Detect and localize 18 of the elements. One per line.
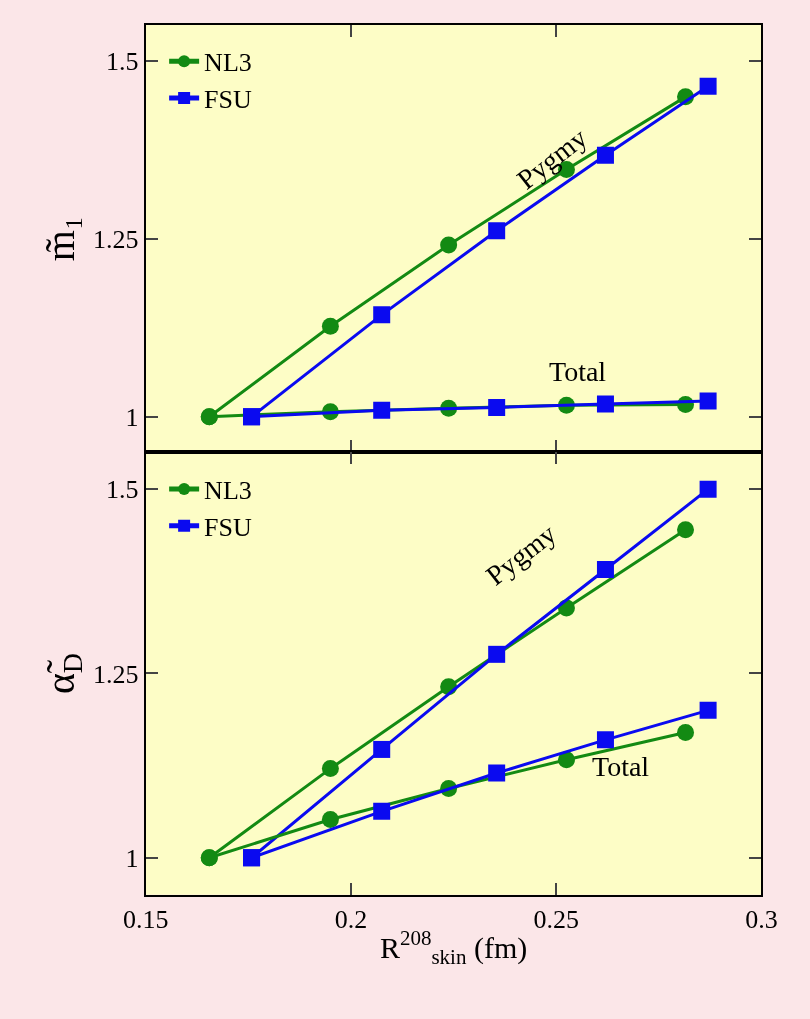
y-tick-label: 1.5 — [105, 475, 139, 505]
y-tick-label: 1.25 — [92, 659, 139, 689]
x-axis-title: R$^{208}$$_{skin}$ (fm) — [379, 926, 528, 970]
y-tick-label: 1 — [125, 843, 139, 873]
annotation: Total — [592, 751, 650, 782]
x-tick-label: 0.2 — [334, 904, 368, 934]
legend-label: FSU — [204, 512, 253, 542]
y-tick-label: 1.25 — [92, 224, 139, 254]
x-tick-label: 0.25 — [533, 904, 579, 934]
legend-label: FSU — [204, 85, 253, 115]
x-tick-label: 0.15 — [122, 904, 169, 934]
legend-label: NL3 — [204, 476, 252, 506]
annotation: Total — [549, 356, 607, 387]
y-axis-title: m̃₁ — [37, 216, 83, 262]
y-tick-label: 1.5 — [105, 46, 139, 76]
y-tick-label: 1 — [125, 402, 139, 432]
legend-label: NL3 — [204, 48, 252, 78]
x-tick-label: 0.3 — [745, 904, 778, 934]
